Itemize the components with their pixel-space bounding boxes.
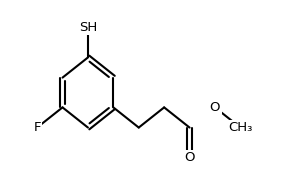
Text: SH: SH [79,21,97,34]
Text: O: O [184,151,195,164]
Text: CH₃: CH₃ [228,121,253,134]
Text: O: O [210,101,220,114]
Text: F: F [33,121,41,134]
